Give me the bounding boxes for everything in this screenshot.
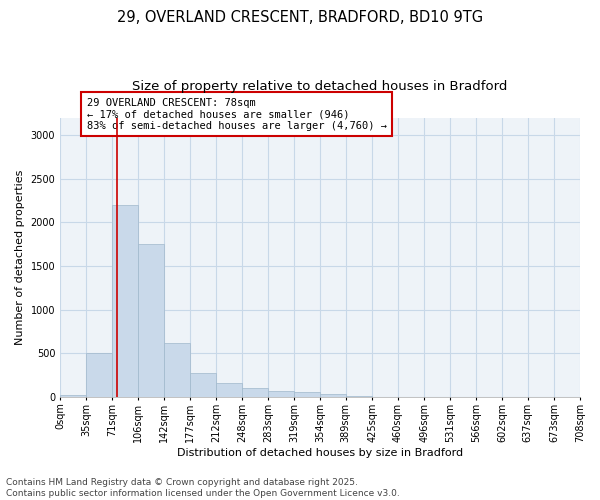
Text: Contains HM Land Registry data © Crown copyright and database right 2025.
Contai: Contains HM Land Registry data © Crown c… [6, 478, 400, 498]
Bar [190, 374, 216, 397]
Y-axis label: Number of detached properties: Number of detached properties [15, 170, 25, 345]
Title: Size of property relative to detached houses in Bradford: Size of property relative to detached ho… [133, 80, 508, 93]
X-axis label: Distribution of detached houses by size in Bradford: Distribution of detached houses by size … [177, 448, 463, 458]
Bar [242, 388, 268, 397]
Bar [320, 394, 346, 397]
Bar [86, 352, 112, 397]
Bar [346, 396, 372, 397]
Text: 29 OVERLAND CRESCENT: 78sqm
← 17% of detached houses are smaller (946)
83% of se: 29 OVERLAND CRESCENT: 78sqm ← 17% of det… [86, 98, 386, 131]
Bar [112, 205, 138, 397]
Bar [295, 392, 320, 397]
Bar [164, 343, 190, 397]
Bar [60, 396, 86, 397]
Bar [268, 391, 295, 397]
Text: 29, OVERLAND CRESCENT, BRADFORD, BD10 9TG: 29, OVERLAND CRESCENT, BRADFORD, BD10 9T… [117, 10, 483, 25]
Bar [216, 383, 242, 397]
Bar [138, 244, 164, 397]
